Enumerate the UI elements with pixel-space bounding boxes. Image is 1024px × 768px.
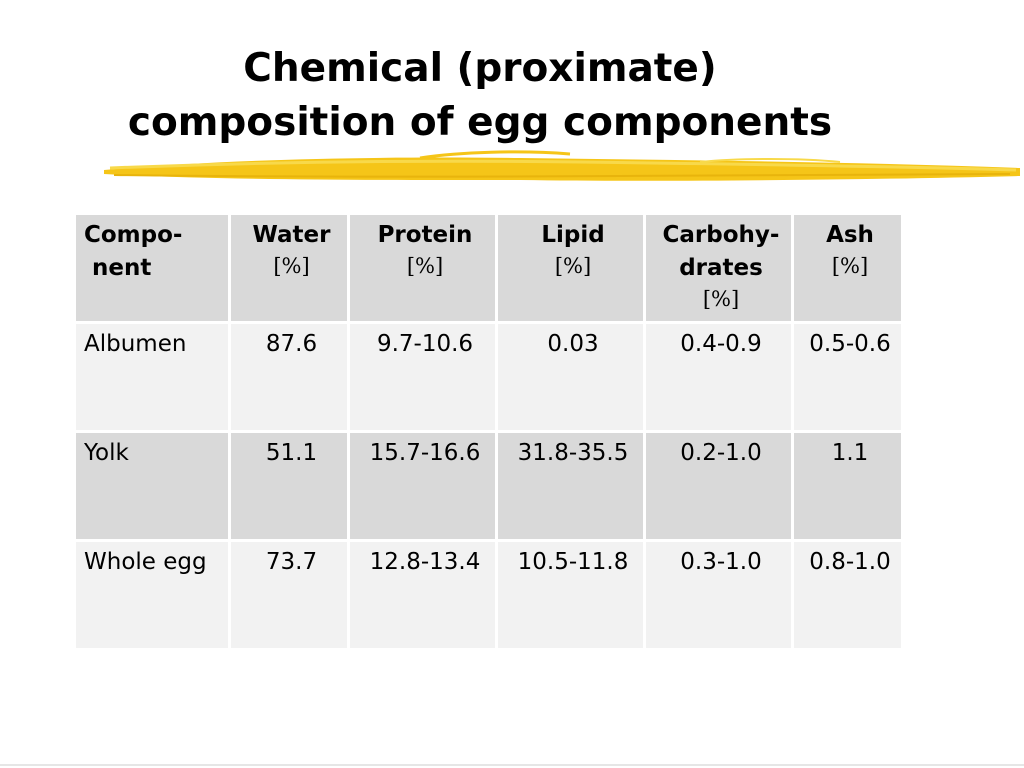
slide-title: Chemical (proximate) composition of egg … (0, 42, 960, 150)
header-cell-water: Water [%] (231, 215, 347, 321)
cell-component: Whole egg (76, 542, 228, 648)
header-unit: [%] (831, 254, 869, 278)
table-row-albumen: Albumen 87.6 9.7-10.6 0.03 0.4-0.9 0.5-0… (76, 324, 901, 430)
header-line: Lipid (541, 222, 605, 248)
cell-protein: 9.7-10.6 (350, 324, 495, 430)
cell-lipid: 10.5-11.8 (498, 542, 643, 648)
cell-protein: 15.7-16.6 (350, 433, 495, 539)
cell-component: Albumen (76, 324, 228, 430)
header-cell-protein: Protein [%] (350, 215, 495, 321)
header-line: Protein (377, 222, 473, 248)
header-unit: [%] (406, 254, 444, 278)
cell-ash: 0.5-0.6 (794, 324, 901, 430)
brush-stroke-decoration (104, 150, 1020, 181)
header-cell-carbohydrates: Carbohy- drates [%] (646, 215, 791, 321)
cell-carbohydrates: 0.2-1.0 (646, 433, 791, 539)
cell-protein: 12.8-13.4 (350, 542, 495, 648)
cell-ash: 0.8-1.0 (794, 542, 901, 648)
header-unit: [%] (702, 287, 740, 311)
table-row-yolk: Yolk 51.1 15.7-16.6 31.8-35.5 0.2-1.0 1.… (76, 433, 901, 539)
header-line: Ash (826, 222, 874, 248)
header-line: Water (252, 222, 331, 248)
cell-lipid: 31.8-35.5 (498, 433, 643, 539)
cell-carbohydrates: 0.3-1.0 (646, 542, 791, 648)
header-cell-ash: Ash [%] (794, 215, 901, 321)
cell-water: 73.7 (231, 542, 347, 648)
header-cell-lipid: Lipid [%] (498, 215, 643, 321)
header-line: Compo- (84, 222, 183, 248)
title-line-2: composition of egg components (127, 100, 833, 145)
header-line: Carbohy- (662, 222, 780, 248)
cell-lipid: 0.03 (498, 324, 643, 430)
header-line: nent (84, 255, 152, 281)
cell-water: 51.1 (231, 433, 347, 539)
header-unit: [%] (273, 254, 310, 278)
table-header-row: Compo- nent Water [%] Protein [%] Lipid … (76, 215, 901, 321)
composition-table: Compo- nent Water [%] Protein [%] Lipid … (73, 212, 904, 651)
header-unit: [%] (554, 254, 592, 278)
cell-component: Yolk (76, 433, 228, 539)
table-row-whole-egg: Whole egg 73.7 12.8-13.4 10.5-11.8 0.3-1… (76, 542, 901, 648)
footer-divider (0, 764, 1024, 766)
header-line: drates (679, 255, 763, 281)
title-line-1: Chemical (proximate) (243, 46, 717, 91)
cell-ash: 1.1 (794, 433, 901, 539)
header-cell-component: Compo- nent (76, 215, 228, 321)
cell-water: 87.6 (231, 324, 347, 430)
cell-carbohydrates: 0.4-0.9 (646, 324, 791, 430)
